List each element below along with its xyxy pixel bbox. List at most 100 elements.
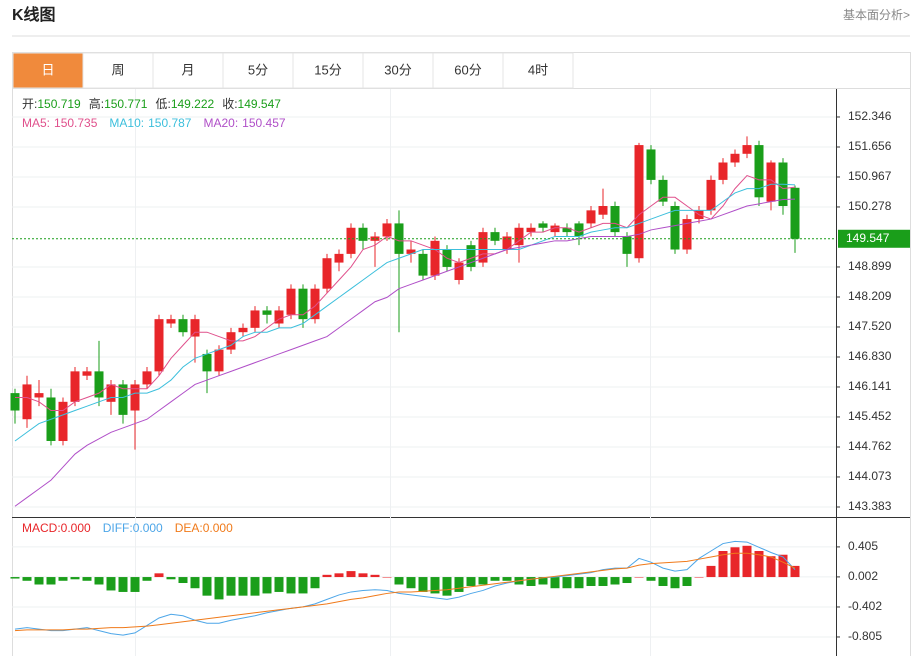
candle-body (574, 223, 584, 237)
candle-body (142, 371, 152, 385)
macd-bar (502, 577, 512, 581)
candle-body (670, 206, 680, 250)
macd-bar (598, 577, 608, 586)
macd-bar (622, 577, 632, 584)
macd-bar (526, 577, 536, 586)
candle-body (190, 319, 200, 337)
candle-body (610, 206, 620, 233)
candle-body (430, 240, 440, 276)
candle-body (118, 384, 128, 415)
macd-bar (670, 577, 680, 589)
macd-bar (682, 577, 692, 586)
macd-bar (370, 574, 380, 578)
legend-key: MACD: (22, 521, 61, 535)
candle-body (322, 258, 332, 289)
ma-line (15, 174, 796, 412)
tab[interactable] (152, 52, 224, 89)
tab[interactable] (82, 52, 154, 89)
ohlc-value: 150.719 (37, 97, 81, 111)
macd-bar (742, 545, 752, 578)
macd-bar (298, 577, 308, 594)
legend-key: DEA: (175, 521, 203, 535)
candle-body (490, 232, 500, 241)
candle-body (526, 227, 536, 233)
y-tick-label: 146.830 (848, 349, 892, 363)
macd-bar (574, 577, 584, 589)
macd-bar (478, 577, 488, 585)
y-tick-label: 148.209 (848, 289, 892, 303)
y-tick-label: 0.002 (848, 569, 878, 583)
legend-key: MA5: (22, 116, 50, 130)
macd-bar (310, 577, 320, 589)
macd-bar (790, 565, 800, 578)
candle-body (154, 319, 164, 372)
candle-body (418, 253, 428, 276)
macd-bar (634, 577, 644, 578)
last-price-box (838, 229, 910, 248)
macd-bar (454, 577, 464, 592)
tab[interactable] (362, 52, 434, 89)
macd-bar (430, 577, 440, 594)
candle-body (514, 227, 524, 246)
candle-body (550, 225, 560, 233)
macd-bar (238, 577, 248, 596)
ohlc-key: 开: (22, 97, 37, 111)
macd-bar (562, 577, 572, 589)
tab[interactable] (292, 52, 364, 89)
page-title: K线图 (12, 5, 56, 24)
macd-bar (490, 577, 500, 581)
macd-bar (394, 577, 404, 585)
fundamental-link[interactable]: 基本面分析> (843, 8, 910, 22)
candle-body (622, 236, 632, 254)
candle-body (202, 353, 212, 372)
candle-body (502, 236, 512, 250)
macd-bar (178, 577, 188, 584)
candle-body (10, 393, 20, 411)
candle-body (250, 310, 260, 328)
legend-key: MA10: (109, 116, 144, 130)
tab-label[interactable]: 周 (111, 62, 124, 77)
candle-body (790, 187, 800, 239)
tab-label[interactable]: 日 (41, 62, 54, 77)
macd-bar (586, 577, 596, 586)
y-tick-label: 152.346 (848, 109, 892, 123)
candle-body (286, 288, 296, 315)
ohlc-key: 收: (222, 97, 237, 111)
ma-legend: MA5: 150.735 MA10: 150.787 MA20: 150.457 (22, 116, 286, 130)
legend-value: 150.735 (54, 116, 98, 130)
macd-bar (154, 573, 164, 578)
candle-body (262, 310, 272, 315)
macd-bar (718, 551, 728, 578)
tab-label[interactable]: 30分 (384, 62, 411, 77)
candle-body (178, 319, 188, 333)
tab-label[interactable]: 月 (181, 62, 194, 77)
macd-bar (166, 577, 176, 580)
tab[interactable] (12, 52, 84, 89)
tab-label[interactable]: 60分 (454, 62, 481, 77)
candle-body (682, 219, 692, 250)
tab-label[interactable]: 15分 (314, 62, 341, 77)
candle-body (238, 327, 248, 333)
candle-body (718, 162, 728, 180)
candle-body (358, 227, 368, 241)
candle-body (478, 232, 488, 263)
ohlc-value: 149.222 (171, 97, 215, 111)
candle-body (706, 179, 716, 211)
macd-bar (250, 577, 260, 596)
tab[interactable] (222, 52, 294, 89)
macd-legend: MACD:0.000 DIFF:0.000 DEA:0.000 (22, 521, 233, 535)
ohlc-info: 开:150.719 高:150.771 低:149.222 收:149.547 (22, 96, 281, 111)
macd-bar (346, 571, 356, 578)
candle-body (598, 206, 608, 215)
macd-bar (382, 577, 392, 578)
macd-line (14, 552, 796, 632)
time-grid (135, 89, 651, 656)
legend-key: DIFF: (103, 521, 133, 535)
tab[interactable] (502, 52, 574, 89)
tab-label[interactable]: 4时 (528, 62, 548, 77)
last-price-label: 149.547 (846, 231, 890, 245)
ohlc-key: 高: (89, 96, 104, 111)
tab-label[interactable]: 5分 (248, 62, 268, 77)
macd-bar (766, 556, 776, 578)
